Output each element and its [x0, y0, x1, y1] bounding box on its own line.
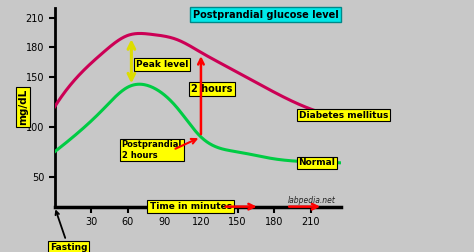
Text: Postprandial
2 hours: Postprandial 2 hours: [122, 140, 182, 160]
Text: Fasting: Fasting: [50, 211, 87, 252]
Text: mg/dL: mg/dL: [18, 89, 28, 125]
Text: 2 hours: 2 hours: [191, 84, 233, 94]
Text: Diabetes mellitus: Diabetes mellitus: [299, 111, 388, 119]
Text: Postprandial glucose level: Postprandial glucose level: [192, 10, 338, 20]
Text: Peak level: Peak level: [136, 60, 189, 69]
Text: Normal: Normal: [299, 158, 336, 167]
Text: labpedia.net: labpedia.net: [288, 196, 336, 205]
Text: Time in minutes: Time in minutes: [150, 202, 232, 211]
